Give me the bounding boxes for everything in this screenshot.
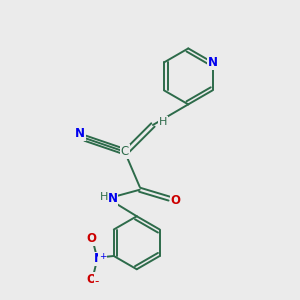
Text: +: + (99, 252, 106, 261)
Text: C: C (121, 145, 129, 158)
Text: N: N (94, 252, 103, 266)
Text: O: O (87, 273, 97, 286)
Text: H: H (159, 117, 167, 127)
Text: N: N (208, 56, 218, 69)
Text: O: O (171, 194, 181, 207)
Text: H: H (100, 192, 109, 202)
Text: N: N (75, 127, 85, 140)
Text: N: N (108, 192, 118, 205)
Text: -: - (95, 275, 99, 288)
Text: O: O (87, 232, 97, 245)
